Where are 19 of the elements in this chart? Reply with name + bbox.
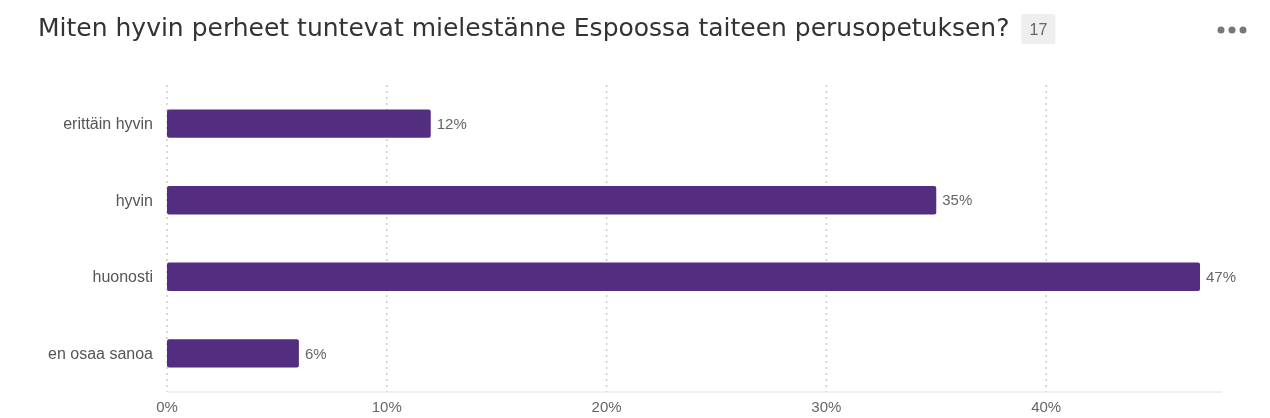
data-label: 47% <box>1206 268 1237 286</box>
data-label: 12% <box>436 114 467 132</box>
data-label: 6% <box>304 344 327 362</box>
y-tick-label: erittäin hyvin <box>63 115 153 133</box>
bar <box>167 186 937 215</box>
y-tick-label: en osaa sanoa <box>48 344 154 362</box>
chart-title: Miten hyvin perheet tuntevat mielestänne Espoossa taiteen perusopetuksen? <box>38 13 1010 42</box>
text: 17 <box>1029 21 1048 38</box>
x-tick-label: 10% <box>371 398 402 415</box>
data-label: 35% <box>942 191 973 209</box>
y-tick-label: huonosti <box>92 268 153 286</box>
bar <box>167 109 431 138</box>
bar <box>167 262 1201 291</box>
x-tick-label: 0% <box>156 398 178 415</box>
x-tick-label: 30% <box>811 398 842 415</box>
bar <box>167 339 299 368</box>
x-tick-label: 40% <box>1031 398 1062 415</box>
y-tick-label: hyvin <box>115 191 153 209</box>
x-tick-label: 20% <box>591 398 622 415</box>
